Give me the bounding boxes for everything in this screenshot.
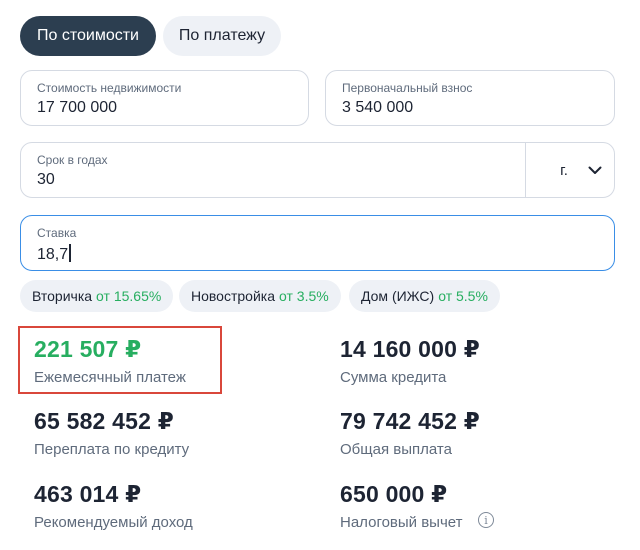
monthly-payment-value: 221 507 ₽	[34, 336, 142, 362]
chip-rate: от 15.65%	[96, 288, 162, 304]
loan-amount-label: Сумма кредита	[340, 369, 447, 386]
recommended-income-label: Рекомендуемый доход	[34, 514, 193, 531]
term-unit-select[interactable]: г.	[526, 143, 636, 197]
monthly-payment-label: Ежемесячный платеж	[34, 369, 186, 386]
chevron-down-icon	[588, 166, 602, 175]
property-cost-label: Стоимость недвижимости	[37, 81, 182, 95]
property-cost-field[interactable]: Стоимость недвижимости 17 700 000	[20, 70, 309, 126]
term-unit-label: г.	[560, 161, 568, 179]
chip-new-building[interactable]: Новостройка от 3.5%	[179, 280, 341, 312]
term-unit-divider	[525, 143, 526, 197]
chip-house[interactable]: Дом (ИЖС) от 5.5%	[349, 280, 500, 312]
recommended-income-value: 463 014 ₽	[34, 481, 142, 507]
rate-value: 18,7	[37, 246, 69, 263]
text-caret	[69, 244, 71, 262]
info-icon[interactable]: i	[478, 512, 494, 528]
chip-name: Новостройка	[191, 288, 275, 304]
overpayment-value: 65 582 452 ₽	[34, 408, 174, 434]
total-payment-label: Общая выплата	[340, 441, 452, 458]
down-payment-field[interactable]: Первоначальный взнос 3 540 000	[325, 70, 615, 126]
term-field[interactable]: Срок в годах 30 г.	[20, 142, 615, 198]
mode-by-payment-button[interactable]: По платежу	[163, 16, 281, 56]
chip-secondary-market[interactable]: Вторичка от 15.65%	[20, 280, 174, 312]
chip-name: Вторичка	[32, 288, 93, 304]
loan-amount-value: 14 160 000 ₽	[340, 336, 480, 362]
monthly-payment-highlight	[18, 326, 222, 394]
property-cost-value[interactable]: 17 700 000	[37, 99, 118, 116]
overpayment-label: Переплата по кредиту	[34, 441, 190, 458]
chip-name: Дом (ИЖС)	[361, 288, 435, 304]
tax-deduction-label: Налоговый вычет	[340, 514, 463, 531]
chip-rate: от 5.5%	[438, 288, 488, 304]
chip-rate: от 3.5%	[279, 288, 329, 304]
term-label: Срок в годах	[37, 153, 108, 167]
term-value[interactable]: 30	[37, 171, 55, 188]
tax-deduction-value: 650 000 ₽	[340, 481, 448, 507]
down-payment-label: Первоначальный взнос	[342, 81, 473, 95]
down-payment-value[interactable]: 3 540 000	[342, 99, 414, 116]
mode-by-cost-button[interactable]: По стоимости	[20, 16, 156, 56]
rate-label: Ставка	[37, 226, 77, 240]
total-payment-value: 79 742 452 ₽	[340, 408, 480, 434]
rate-input[interactable]: 18,7	[37, 244, 71, 264]
rate-field[interactable]: Ставка 18,7	[20, 215, 615, 271]
